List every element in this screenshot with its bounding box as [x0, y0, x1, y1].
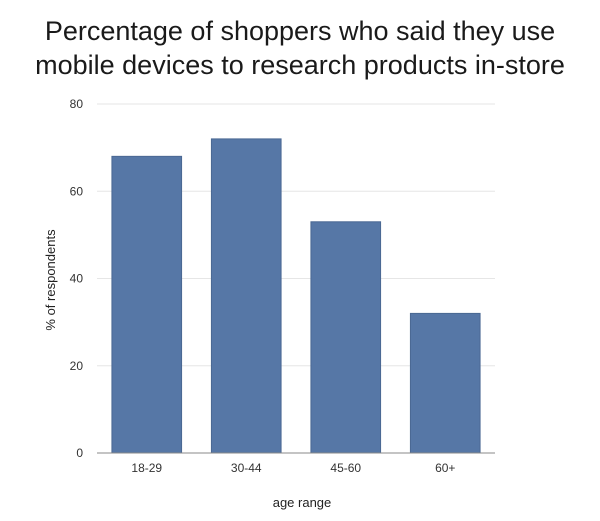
y-tick-label: 0: [76, 446, 83, 460]
y-axis-title: % of respondents: [43, 229, 58, 331]
y-tick-label: 60: [70, 184, 84, 198]
x-tick-label: 30-44: [231, 461, 262, 475]
x-tick-labels: 18-29 30-44 45-60 60+: [131, 461, 455, 475]
chart-title: Percentage of shoppers who said they use…: [0, 14, 600, 82]
y-tick-label: 20: [70, 359, 84, 373]
chart-title-line-1: Percentage of shoppers who said they use: [44, 16, 556, 46]
x-tick-label: 18-29: [131, 461, 162, 475]
x-tick-label: 45-60: [330, 461, 361, 475]
bar-45-60: [310, 221, 382, 454]
x-tick-label: 60+: [435, 461, 455, 475]
bar-60+: [409, 312, 481, 454]
bars: [111, 138, 481, 454]
x-axis-title: age range: [273, 495, 332, 510]
y-tick-labels: 0 20 40 60 80: [70, 97, 84, 460]
y-tick-label: 80: [70, 97, 84, 111]
bar-30-44: [210, 138, 282, 454]
bar-18-29: [111, 155, 183, 454]
chart-title-line-2: mobile devices to research products in-s…: [35, 50, 565, 80]
y-tick-label: 40: [70, 272, 84, 286]
